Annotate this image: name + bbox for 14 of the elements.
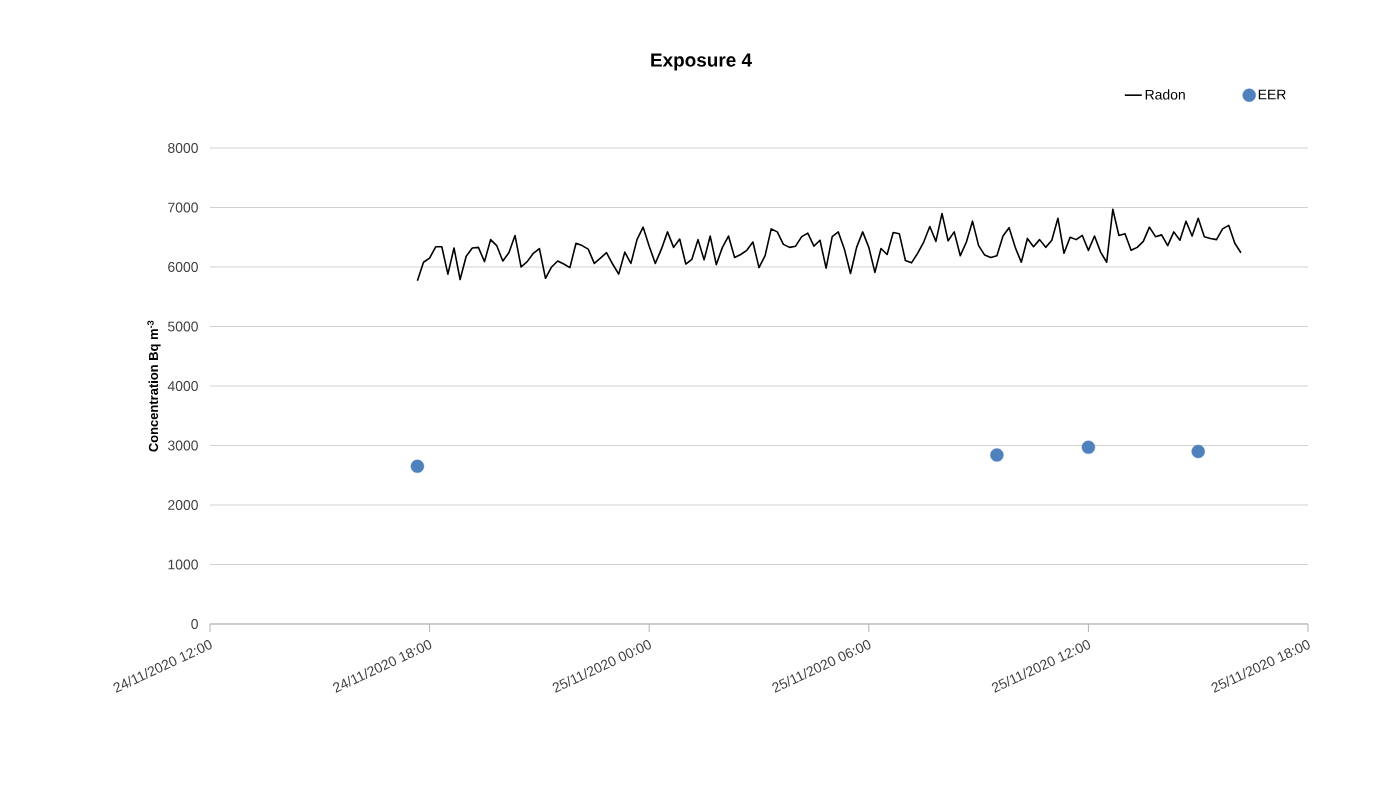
y-tick-label: 3000: [167, 440, 198, 451]
chart-title: Exposure 4: [651, 53, 752, 71]
line-series: [416, 208, 1242, 282]
y-tick-label: 1000: [168, 559, 198, 570]
y-tick-label: 6000: [168, 262, 198, 272]
y-tick-label: 7000: [168, 202, 198, 213]
y-tick-label: 8000: [168, 143, 198, 153]
legend-label: Radon: [1145, 89, 1185, 100]
legend-label: EER: [1258, 89, 1286, 100]
y-tick-label: 2000: [168, 500, 198, 510]
y-axis-title: Concentration Bq m$^{-3}$: [147, 320, 161, 452]
y-tick-label: 5000: [168, 321, 198, 332]
y-tick-label: 0: [191, 619, 198, 629]
y-tick-label: 4000: [167, 381, 198, 391]
